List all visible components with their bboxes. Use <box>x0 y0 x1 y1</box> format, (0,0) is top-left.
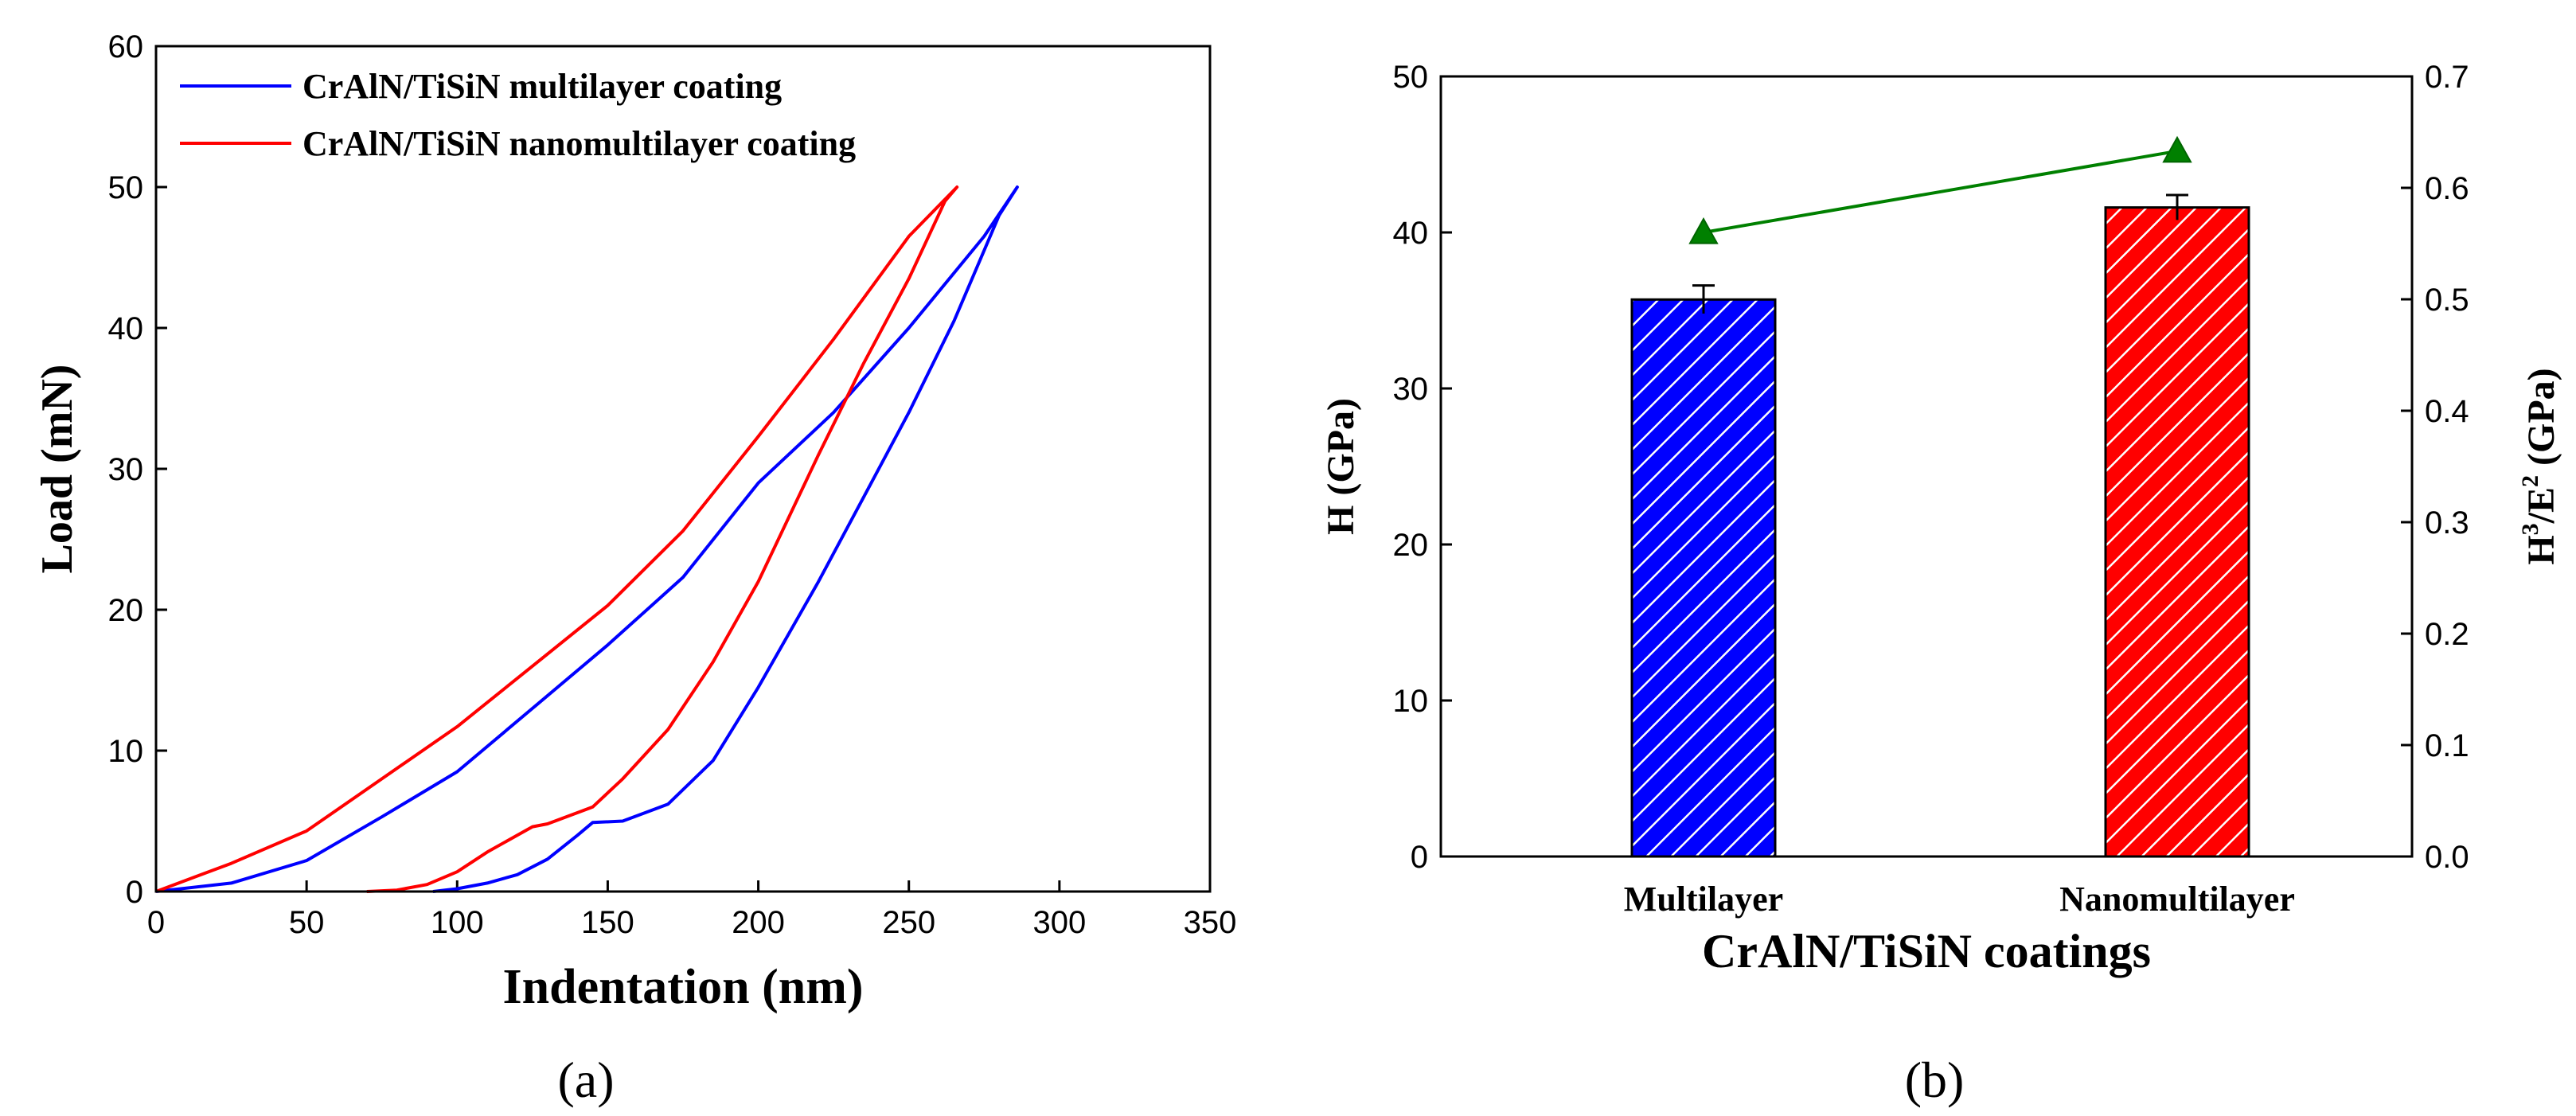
panel-b-right-y-ticks: 0.0 0.1 0.2 0.3 0.4 0.5 0.6 0.7 <box>2401 60 2469 875</box>
panel-a-x-tick-label: 350 <box>1184 905 1237 940</box>
panel-b-right-y-tick-label: 0.3 <box>2425 505 2469 540</box>
panel-b-plot-frame <box>1439 75 2414 858</box>
panel-a-series <box>155 185 1019 893</box>
panel-a-y-tick-label: 30 <box>108 452 144 487</box>
panel-a-y-tick-label: 40 <box>108 311 144 346</box>
panel-b-left-y-tick-label: 30 <box>1393 372 1429 407</box>
panel-a-y-tick-label: 20 <box>108 593 144 628</box>
panel-b-x-axis-title: CrAlN/TiSiN coatings <box>1702 925 2151 977</box>
panel-b-left-y-tick-label: 10 <box>1393 684 1429 719</box>
panel-a-x-tick-label: 50 <box>289 905 325 940</box>
panel-b-left-y-axis-title: H (GPa) <box>1320 398 1362 535</box>
panel-a-x-tick-label: 100 <box>431 905 484 940</box>
series-line-multilayer <box>155 185 1019 893</box>
panel-a-label: (a) <box>557 1052 614 1108</box>
panel-a-x-ticks: 0 50 100 150 200 250 300 350 <box>147 880 1237 940</box>
ratio-line <box>1703 149 2178 234</box>
panel-b-chart: Multilayer Nanomultilayer 0 10 20 30 40 50 0.0… <box>1320 60 2562 1108</box>
panel-a-x-tick-label: 150 <box>581 905 634 940</box>
panel-b-left-y-tick-label: 40 <box>1393 216 1429 251</box>
panel-b-left-y-tick-label: 0 <box>1411 840 1428 875</box>
ratio-marker <box>1688 217 1719 244</box>
panel-a-y-tick-label: 50 <box>108 170 144 205</box>
panel-b-category-label: Nanomultilayer <box>2059 880 2295 919</box>
panel-b-ratio-series <box>1688 135 2192 244</box>
panel-a-y-tick-label: 60 <box>108 29 144 64</box>
panel-a-x-tick-label: 200 <box>732 905 785 940</box>
panel-b-right-y-tick-label: 0.7 <box>2425 60 2469 95</box>
panel-a-x-tick-label: 0 <box>147 905 165 940</box>
panel-a-x-tick-label: 300 <box>1032 905 1086 940</box>
panel-b-right-y-tick-label: 0.4 <box>2425 394 2469 429</box>
panel-b-bars <box>1630 193 2250 858</box>
panel-b-right-y-tick-label: 0.5 <box>2425 283 2469 318</box>
panel-b-left-y-ticks: 0 10 20 30 40 50 <box>1393 60 1452 875</box>
panel-b-right-y-tick-label: 0.6 <box>2425 171 2469 206</box>
panel-a-x-tick-label: 250 <box>882 905 935 940</box>
ratio-marker <box>2162 135 2192 163</box>
panel-b-x-ticks: Multilayer Nanomultilayer <box>1624 845 2295 919</box>
bar-multilayer <box>1630 298 1777 858</box>
panel-a-legend: CrAlN/TiSiN multilayer coating CrAlN/TiS… <box>180 67 856 163</box>
panel-a-y-ticks: 0 10 20 30 40 50 60 <box>108 29 167 910</box>
panel-a-x-axis-title: Indentation (nm) <box>502 960 863 1014</box>
panel-a-y-axis-title: Load (mN) <box>33 365 82 574</box>
panel-b-right-y-tick-label: 0.0 <box>2425 840 2469 875</box>
panel-b-right-y-axis-title: H3/E2 (GPa) <box>2517 368 2562 564</box>
panel-b-category-label: Multilayer <box>1624 880 1783 919</box>
bar-nanomultilayer <box>2104 206 2250 858</box>
panel-b-left-y-tick-label: 50 <box>1393 60 1429 95</box>
panel-b-label: (b) <box>1905 1052 1965 1108</box>
legend-label-multilayer: CrAlN/TiSiN multilayer coating <box>302 67 782 106</box>
panel-a-y-tick-label: 0 <box>126 875 143 910</box>
panel-a-y-tick-label: 10 <box>108 734 144 769</box>
series-line-nanomultilayer <box>155 185 959 893</box>
panel-a-plot-frame <box>154 45 1212 893</box>
panel-b-right-y-tick-label: 0.2 <box>2425 617 2469 652</box>
panel-a-chart: 0 50 100 150 200 250 300 350 0 10 20 30 40 50 60 CrAl… <box>33 29 1236 1108</box>
legend-label-nanomultilayer: CrAlN/TiSiN nanomultilayer coating <box>302 124 856 163</box>
panel-b-right-y-tick-label: 0.1 <box>2425 728 2469 763</box>
panel-b-left-y-tick-label: 20 <box>1393 528 1429 563</box>
